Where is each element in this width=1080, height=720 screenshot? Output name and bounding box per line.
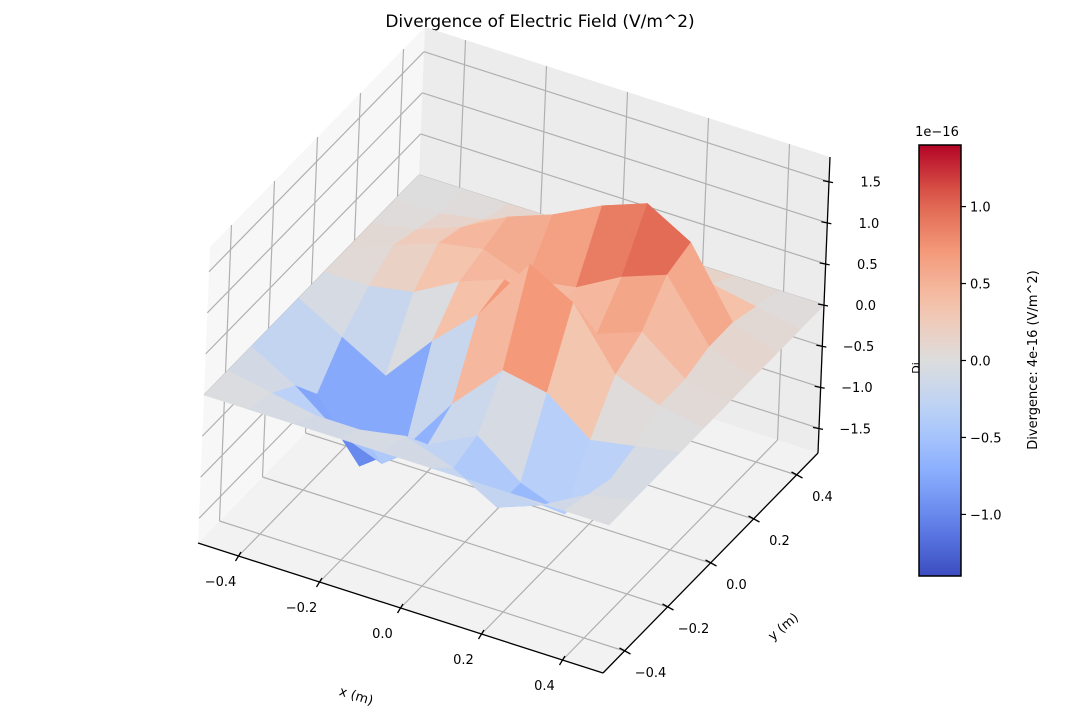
- x-tick: [477, 629, 485, 640]
- y-tick: [791, 471, 803, 479]
- y-tick: [748, 515, 760, 523]
- grid-line-left-z: [208, 51, 425, 273]
- y-tick-label: −0.2: [678, 622, 710, 637]
- z-tick: [822, 180, 834, 184]
- surface: [203, 174, 825, 526]
- colorbar-label: Divergence: 4e-16 (V/m^2): [1026, 270, 1041, 449]
- y-tick-label: 0.0: [726, 578, 747, 593]
- z-tick-label: −0.5: [843, 340, 875, 355]
- grid-line-back-z: [423, 51, 830, 183]
- z-tick: [812, 426, 824, 430]
- y-tick-label: −0.4: [635, 666, 667, 681]
- x-tick-label: −0.4: [205, 575, 237, 590]
- x-tick-label: 0.0: [372, 627, 393, 642]
- x-tick-label: 0.4: [534, 679, 555, 694]
- colorbar-tick-label: −0.5: [970, 431, 1002, 446]
- y-tick-label: 0.2: [769, 534, 790, 549]
- z-tick-label: 1.5: [860, 176, 881, 191]
- z-tick-label: 0.0: [855, 299, 876, 314]
- grid-line-left-z: [206, 92, 423, 314]
- z-tick: [821, 221, 832, 225]
- surface-patch: [564, 494, 633, 526]
- z-tick-label: 0.5: [857, 258, 878, 273]
- x-tick: [558, 655, 566, 666]
- colorbar-scale-label: 1e−16: [915, 125, 959, 140]
- y-tick: [705, 559, 717, 567]
- x-axis-label: x (m): [337, 684, 375, 708]
- grid-line-left-z: [205, 133, 422, 355]
- colorbar: [918, 144, 966, 577]
- colorbar-tick-label: −1.0: [970, 508, 1002, 523]
- y-tick-label: 0.4: [812, 490, 833, 505]
- colorbar-bar: [918, 144, 962, 577]
- y-tick: [619, 647, 631, 655]
- grid-line-back-z: [420, 133, 826, 265]
- grid-line-back-z: [422, 92, 828, 224]
- grid-line-floor-y: [262, 476, 668, 608]
- x-tick: [396, 603, 404, 614]
- grid-line-floor-y: [219, 520, 625, 652]
- x-tick: [315, 577, 323, 588]
- z-tick: [819, 262, 830, 266]
- y-tick: [662, 603, 674, 611]
- axes: [197, 156, 834, 674]
- y-axis-label: y (m): [766, 610, 802, 644]
- colorbar-tick-label: 0.0: [970, 355, 991, 370]
- x-tick-label: 0.2: [453, 653, 474, 668]
- z-axis-label: Di: [910, 362, 923, 374]
- z-tick-label: −1.0: [841, 381, 873, 396]
- chart-title: Divergence of Electric Field (V/m^2): [385, 12, 695, 32]
- z-tick-label: −1.5: [839, 422, 871, 437]
- colorbar-tick-label: 0.5: [970, 278, 991, 293]
- z-tick: [817, 303, 829, 307]
- z-tick: [816, 344, 827, 348]
- z-tick: [814, 385, 825, 389]
- colorbar-tick-label: 1.0: [970, 201, 991, 216]
- x-tick: [234, 551, 242, 562]
- z-tick-label: 1.0: [859, 217, 880, 232]
- x-tick-label: −0.2: [286, 601, 318, 616]
